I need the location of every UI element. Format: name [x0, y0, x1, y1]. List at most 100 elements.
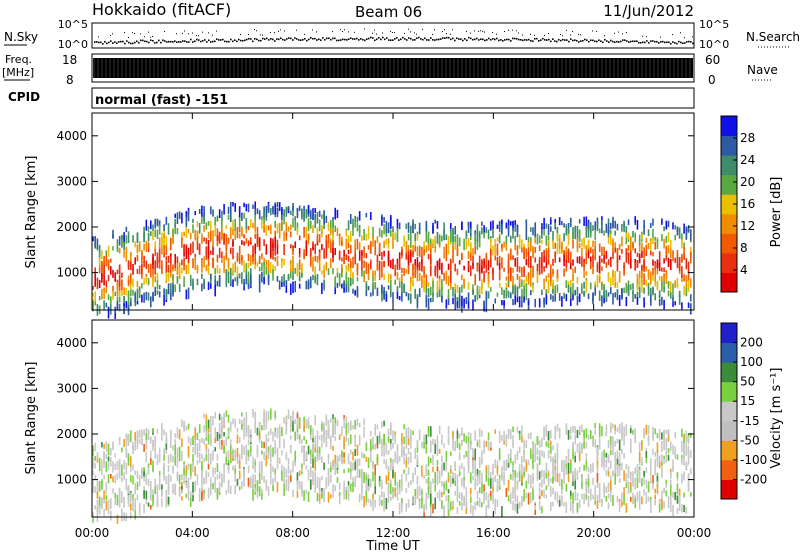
nsearch-point [408, 28, 409, 30]
nsearch-point [182, 32, 183, 34]
nsearch-point [466, 30, 467, 32]
nsky-point [100, 41, 102, 44]
nsky-point [516, 37, 518, 40]
nsearch-point [484, 31, 485, 33]
nsearch-tick-top: 10^5 [699, 18, 729, 31]
cpid-frame [91, 87, 695, 109]
nsky-point [634, 40, 636, 43]
colorbar-swatch [721, 401, 737, 422]
nsky-point [222, 38, 224, 41]
nsky-point [184, 40, 186, 42]
nsearch-point [342, 30, 343, 32]
nsky-point [178, 40, 180, 43]
nsky-point [526, 39, 528, 41]
nsky-point [602, 41, 604, 44]
nsky-point [484, 39, 486, 42]
time-xlabel: Time UT [365, 539, 419, 554]
nsky-point [294, 37, 296, 39]
nsky-point [290, 37, 292, 40]
nsearch-point [534, 34, 535, 36]
nsky-point [388, 39, 390, 41]
nsky-point [628, 41, 630, 43]
nsky-point [304, 37, 306, 40]
nsky-point [518, 38, 520, 41]
nsky-point [180, 41, 182, 43]
nsky-point [96, 41, 98, 43]
nsky-point [390, 39, 392, 42]
nsearch-point [660, 36, 661, 38]
nsky-point [104, 40, 106, 43]
nsky-point [478, 39, 480, 41]
nsearch-point [434, 29, 435, 31]
nsearch-point [188, 33, 189, 35]
nsky-point [136, 40, 138, 43]
nsky-point [486, 39, 488, 41]
nsearch-point [414, 32, 415, 34]
nsearch-point [184, 30, 185, 32]
nsky-point [524, 39, 526, 41]
colorbar-tick-label: 24 [740, 153, 755, 167]
nsearch-point [364, 28, 365, 30]
nsearch-point [492, 31, 493, 33]
nsky-point [238, 38, 240, 41]
nsky-point [620, 40, 622, 43]
colorbar-swatch [721, 213, 737, 234]
nsky-point [544, 39, 546, 41]
nsky-point [490, 38, 492, 41]
nsearch-point [296, 29, 297, 31]
colorbar-tick-label: 20 [740, 175, 755, 189]
nsky-point [422, 38, 424, 41]
nsearch-point [450, 33, 451, 35]
nsky-point [148, 41, 150, 44]
nsky-tick-top: 10^5 [58, 18, 88, 31]
nsky-point [168, 40, 170, 43]
nsky-point [370, 36, 372, 39]
nsearch-point [544, 34, 545, 36]
nsky-point [254, 37, 256, 40]
nsearch-point [248, 33, 249, 35]
nsearch-point [304, 33, 305, 35]
velocity-ytick-label: 3000 [56, 381, 87, 395]
nsky-point [446, 36, 448, 39]
nsky-point [220, 39, 222, 41]
nsky-point [464, 38, 466, 40]
nsky-point [314, 37, 316, 40]
nsky-point [164, 40, 166, 42]
nsky-point [106, 42, 108, 45]
nsky-tick-bottom: 10^0 [58, 38, 88, 51]
nsearch-point [410, 31, 411, 33]
nsky-point [350, 37, 352, 40]
nsky-point [676, 42, 678, 45]
colorbar-swatch [721, 272, 737, 293]
velocity-ytick-label: 2000 [56, 427, 87, 441]
power-frame [91, 112, 695, 311]
nsky-point [134, 41, 136, 44]
velocity-ytick-label: 4000 [56, 336, 87, 350]
time-tick-label: 16:00 [476, 526, 511, 540]
nsearch-point [642, 35, 643, 37]
nsky-point [274, 40, 276, 42]
nsky-point [644, 41, 646, 44]
cpid-label: CPID [8, 90, 40, 104]
nsearch-point [580, 34, 581, 36]
nsky-point [122, 40, 124, 43]
nsky-point [616, 40, 618, 43]
nsky-point [688, 40, 690, 43]
nsky-point [262, 37, 264, 40]
nsky-point [132, 42, 134, 45]
nsky-point [258, 39, 260, 42]
cpid-text: normal (fast) -151 [95, 93, 228, 108]
nsky-point [246, 38, 248, 41]
nsky-point [176, 41, 178, 44]
nsearch-point [312, 29, 313, 31]
nsky-point [648, 41, 650, 44]
nsky-point [570, 38, 572, 40]
nsearch-point [132, 32, 133, 34]
nsearch-point [192, 32, 193, 34]
nsearch-point [496, 33, 497, 35]
nsky-point [586, 39, 588, 41]
colorbar-frame [720, 322, 738, 500]
nsky-point [210, 41, 212, 43]
beam-title: Beam 06 [355, 3, 422, 21]
nsky-point [636, 40, 638, 43]
